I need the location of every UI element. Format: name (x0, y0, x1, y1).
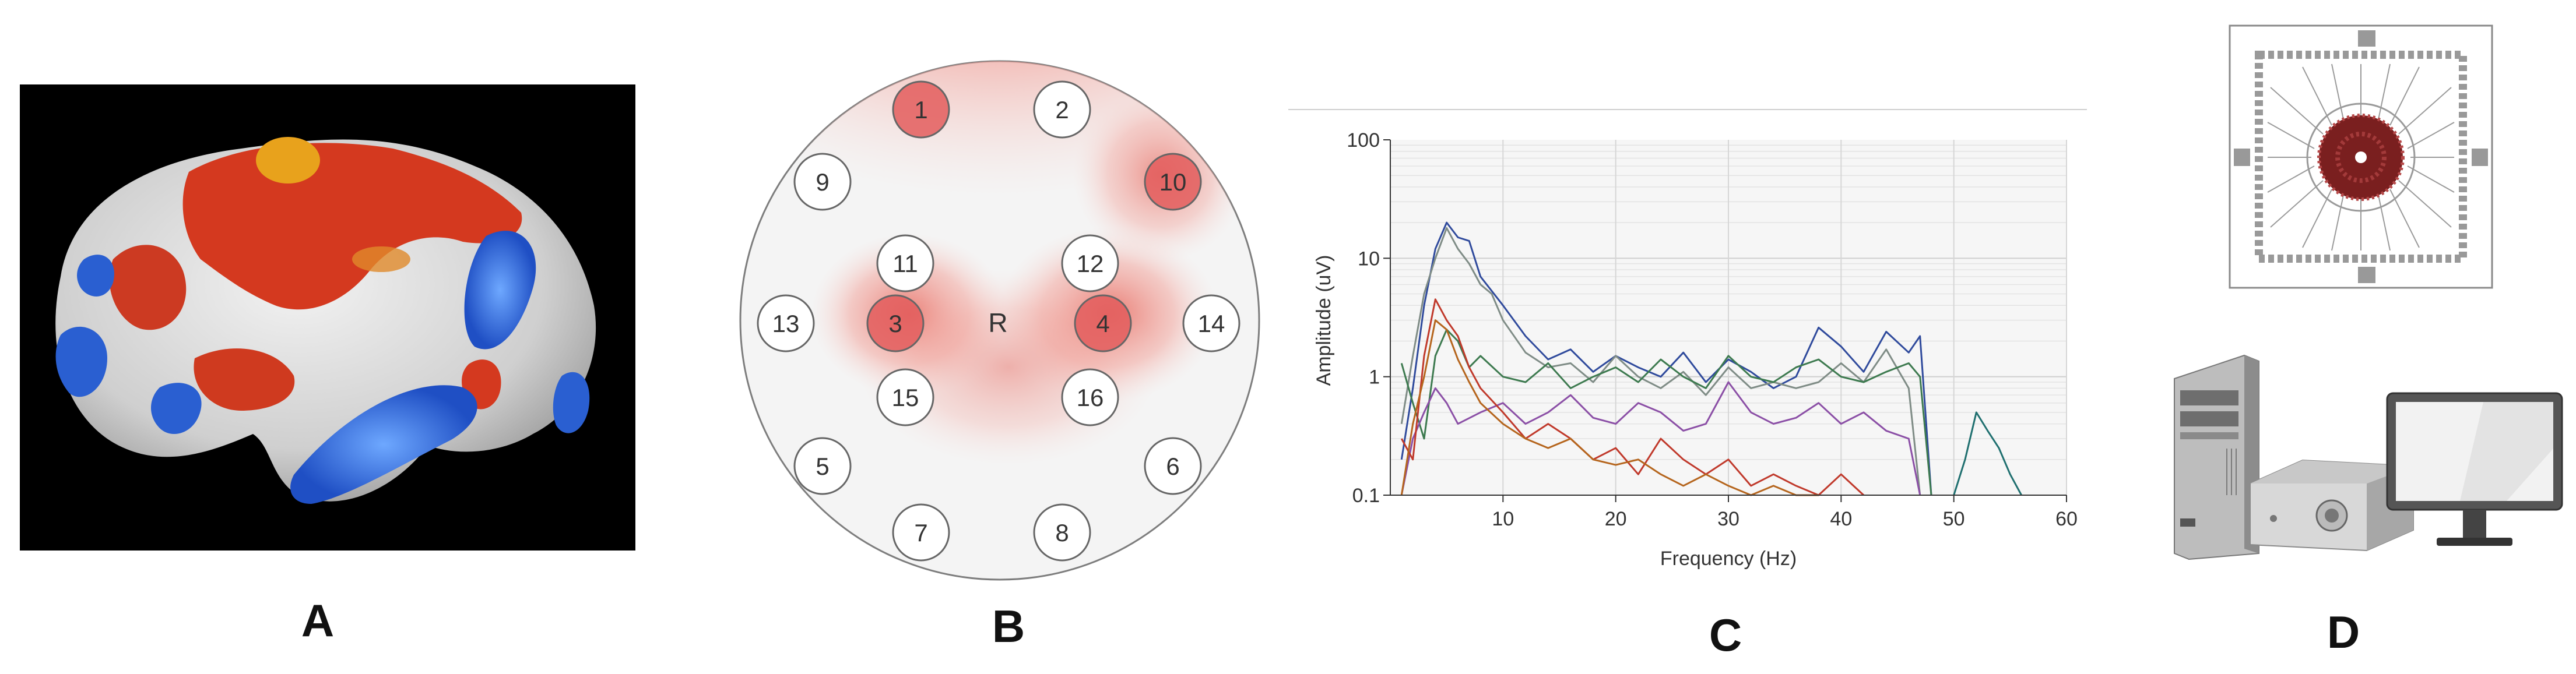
electrode-15: 15 (876, 368, 934, 426)
positive-activation-frontal (182, 143, 522, 310)
series-line-teal (1953, 411, 2023, 496)
electrode-marker (1144, 153, 1202, 211)
electrode-label: 12 (1077, 250, 1104, 277)
amplifier-box (2250, 459, 2414, 552)
electrode-label: 7 (914, 519, 927, 546)
computer-monitor (2386, 392, 2563, 546)
x-tick-label: 20 (1605, 508, 1627, 530)
negative-activation-frontal-pole (553, 372, 590, 433)
brain-activation-map (20, 84, 635, 551)
electrode-6: 6 (1144, 437, 1202, 495)
panel-c: 10 20 30 40 50 60 0.1 1 10 100 Frequency (Hz) Amp… (1288, 99, 2093, 588)
electrode-11: 11 (876, 234, 934, 292)
electrode-marker (892, 503, 950, 562)
y-tick-label: 10 (1358, 248, 1380, 270)
electrode-16: 16 (1061, 368, 1119, 426)
electrode-marker (876, 234, 934, 292)
x-tick-label: 10 (1492, 508, 1514, 530)
computer-tower (2174, 354, 2259, 560)
electrode-label: 6 (1166, 453, 1179, 480)
electrode-label: 13 (772, 310, 800, 337)
electrode-label: 14 (1198, 310, 1225, 337)
electrode-marker (757, 294, 815, 352)
positive-activation-peak (256, 137, 320, 184)
electrode-10: 10 (1144, 153, 1202, 211)
negative-activation-insula (464, 231, 536, 350)
electrode-label: 2 (1055, 96, 1069, 123)
electrode-12: 12 (1061, 234, 1119, 292)
recording-hardware (2174, 24, 2563, 560)
panel-label-b: B (992, 601, 1025, 652)
positive-activation-peak-2 (352, 246, 410, 272)
electrode-1: 1 (892, 80, 950, 139)
electrode-14: 14 (1182, 294, 1240, 352)
x-tick-label: 60 (2055, 508, 2078, 530)
electrode-marker (892, 80, 950, 139)
electrode-label: 5 (816, 453, 829, 480)
electrode-label: 3 (888, 310, 902, 337)
electrode-7: 7 (892, 503, 950, 562)
panel-b: 1 2 3 4 5 6 7 8 9 10 11 12 13 14 15 16 R (735, 58, 1277, 583)
electrode-3: 3 (866, 294, 925, 352)
electrode-13: 13 (757, 294, 815, 352)
electrode-4: 4 (1074, 294, 1132, 352)
electrode-2: 2 (1033, 80, 1091, 139)
series-line-blue (1400, 221, 1932, 496)
electrode-marker (1061, 234, 1119, 292)
positive-activation-parietal (109, 245, 187, 330)
electrode-marker (1182, 294, 1240, 352)
electrode-marker (1033, 503, 1091, 562)
electrode-5: 5 (793, 437, 852, 495)
microelectrode-array-chip (2229, 24, 2493, 289)
panel-d (2157, 17, 2565, 577)
x-tick-label: 30 (1717, 508, 1739, 530)
negative-activation-patch (151, 383, 202, 434)
y-tick-label: 100 (1347, 129, 1380, 151)
reference-label: R (988, 308, 1007, 338)
electrode-label: 10 (1159, 168, 1187, 196)
amplitude-spectrum-chart: 10 20 30 40 50 60 0.1 1 10 100 Frequency (Hz) Amp… (1288, 109, 2087, 570)
x-tick-label: 50 (1943, 508, 1965, 530)
y-tick-label: 0.1 (1352, 485, 1380, 507)
electrode-8: 8 (1033, 503, 1091, 562)
panel-label-a: A (301, 595, 335, 646)
electrode-9: 9 (793, 153, 852, 211)
electrode-label: 4 (1096, 310, 1109, 337)
y-tick-label: 1 (1369, 366, 1380, 389)
electrode-label: 16 (1077, 384, 1104, 411)
negative-activation-temporal (290, 385, 477, 504)
electrode-marker (1033, 80, 1091, 139)
series-layer (1400, 221, 2023, 496)
electrode-label: 9 (816, 168, 829, 196)
electrode-marker (876, 368, 934, 426)
electrode-marker (793, 437, 852, 495)
x-axis-label: Frequency (Hz) (1660, 548, 1797, 570)
electrode-label: 11 (892, 250, 918, 277)
series-line-orange (1400, 319, 1819, 496)
panel-a (20, 84, 635, 551)
electrode-marker (1061, 368, 1119, 426)
negative-activation-left (77, 255, 114, 297)
electrode-marker (866, 294, 925, 352)
series-line-gray (1400, 227, 1921, 496)
electrode-marker (1074, 294, 1132, 352)
electrode-marker (1144, 437, 1202, 495)
panel-label-c: C (1709, 609, 1742, 661)
x-tick-label: 40 (1830, 508, 1852, 530)
y-axis-label: Amplitude (uV) (1313, 255, 1335, 386)
electrode-label: 1 (914, 96, 927, 123)
electrode-label: 15 (892, 384, 919, 411)
electrode-label: 8 (1055, 519, 1069, 546)
positive-activation-temporal (194, 348, 295, 411)
electrode-marker (793, 153, 852, 211)
negative-activation-occipital (55, 326, 107, 397)
series-line-green (1400, 329, 1932, 496)
series-line-purple (1400, 381, 1921, 496)
panel-label-d: D (2327, 606, 2360, 658)
